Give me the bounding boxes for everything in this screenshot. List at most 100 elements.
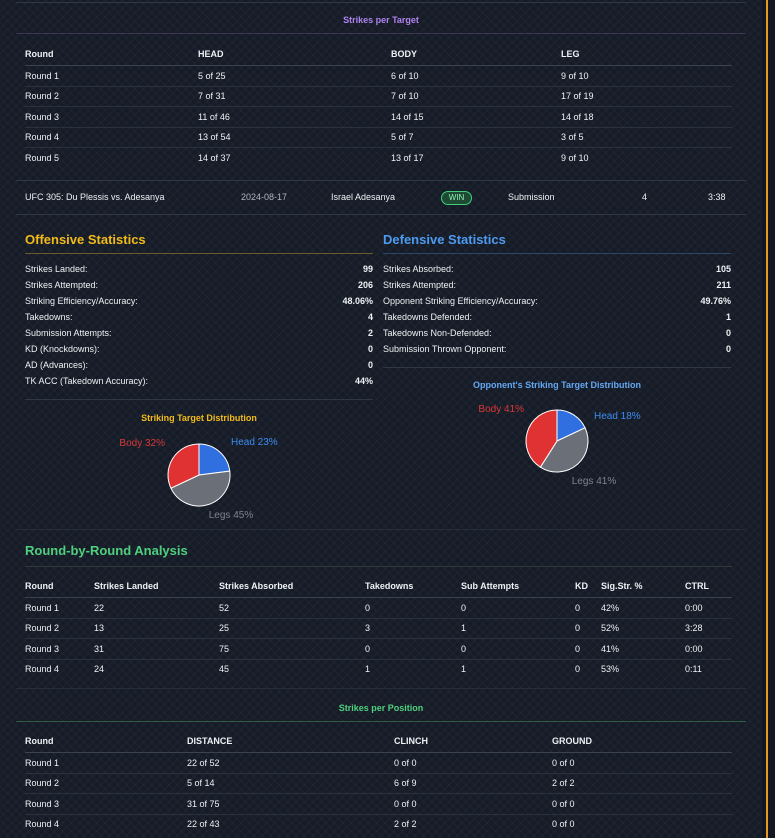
cell: 9 of 10 — [561, 70, 589, 81]
stat-strikes-attempted: Strikes Attempted: 206 — [25, 280, 373, 290]
stat-value: 105 — [715, 264, 731, 274]
col-header-sig-str: Sig.Str. % — [601, 581, 643, 591]
stat-value: 206 — [357, 280, 373, 290]
cell: 0 of 0 — [552, 813, 732, 834]
cell: 0 — [365, 602, 371, 613]
cell: 41% — [601, 638, 685, 659]
cell: 0 — [575, 602, 581, 613]
stat-strikes-landed: Strikes Landed: 99 — [25, 264, 373, 274]
stat-opp-accuracy: Opponent Striking Efficiency/Accuracy: 49… — [383, 296, 731, 306]
pie-label-body: Body 41% — [478, 404, 524, 415]
fight-opponent: Israel Adesanya — [331, 192, 396, 202]
stat-strikes-absorbed: Strikes Absorbed: 105 — [383, 264, 731, 274]
col-header-clinch: CLINCH — [394, 736, 428, 746]
fight-date: 2024-08-17 — [241, 192, 288, 202]
stat-takedowns: Takedowns: 4 — [25, 312, 373, 322]
cell: 1 — [365, 658, 461, 679]
strikes-per-target-table: Round HEAD BODY LEG Round 1 5 of 25 6 of… — [25, 43, 732, 168]
stat-value: 0 — [367, 360, 373, 370]
cell: 22 of 52 — [187, 757, 220, 768]
cell: 0 — [461, 602, 467, 613]
col-header-strikes-absorbed: Strikes Absorbed — [219, 581, 294, 591]
col-header-ground: GROUND — [552, 736, 592, 746]
col-header-head: HEAD — [198, 49, 224, 59]
table-header-row: Round HEAD BODY LEG — [25, 43, 732, 66]
scrollbar-track[interactable] — [762, 0, 775, 838]
table-row: Round 3 11 of 46 14 of 15 14 of 18 — [25, 106, 732, 127]
cell: 0 — [365, 638, 461, 659]
table-row: Round 2 5 of 14 6 of 9 2 of 2 — [25, 772, 732, 794]
cell: 6 of 9 — [394, 772, 552, 794]
cell: Round 2 — [25, 772, 187, 794]
fight-event: UFC 305: Du Plessis vs. Adesanya — [25, 192, 165, 202]
stat-label: Strikes Absorbed: — [383, 264, 454, 274]
position-divider — [16, 688, 746, 689]
table-row: Round 2 13 25 3 1 0 52% 3:28 — [25, 617, 732, 639]
cell: 14 of 15 — [391, 106, 561, 127]
cell: Round 4 — [25, 658, 94, 679]
stat-takedown-accuracy: TK ACC (Takedown Accuracy): 44% — [25, 376, 373, 386]
table-row: Round 3 31 75 0 0 0 41% 0:00 — [25, 638, 732, 659]
cell: Round 3 — [25, 106, 198, 127]
col-header-kd: KD — [575, 581, 588, 591]
defensive-chart-title: Opponent's Striking Target Distribution — [473, 380, 641, 390]
stat-takedowns-non-defended: Takedowns Non-Defended: 0 — [383, 328, 731, 338]
cell: 9 of 10 — [561, 147, 732, 168]
fight-time: 3:38 — [708, 192, 726, 202]
cell: 5 of 25 — [198, 70, 226, 81]
cell: 5 of 14 — [187, 772, 394, 794]
stat-submission-thrown: Submission Thrown Opponent: 0 — [383, 344, 731, 354]
fight-round: 4 — [642, 192, 648, 202]
cell: Round 1 — [25, 757, 60, 768]
cell: 25 — [219, 617, 365, 639]
strikes-per-target-divider — [16, 33, 746, 34]
pie-slice-body — [167, 443, 200, 489]
pie-slice-legs — [539, 427, 589, 473]
stat-knockdowns: KD (Knockdowns): 0 — [25, 344, 373, 354]
cell: 52% — [601, 617, 685, 639]
cell: Round 4 — [25, 126, 198, 148]
stat-value: 0 — [725, 328, 731, 338]
stat-label: Submission Attempts: — [25, 328, 112, 338]
table-header-row: Round Strikes Landed Strikes Absorbed Ta… — [25, 575, 732, 598]
pie-slice-head — [198, 443, 231, 476]
fight-summary-row[interactable]: UFC 305: Du Plessis vs. Adesanya 2024-08… — [0, 190, 762, 206]
strikes-per-target-title: Strikes per Target — [343, 15, 419, 25]
stat-advances: AD (Advances): 0 — [25, 360, 373, 370]
table-row: Round 5 14 of 37 13 of 17 9 of 10 — [25, 147, 732, 168]
col-header-sub-attempts: Sub Attempts — [461, 581, 520, 591]
cell: 0 — [575, 638, 601, 659]
cell: 7 of 10 — [391, 85, 561, 107]
cell: 22 — [94, 602, 105, 613]
round-analysis-underline — [25, 566, 732, 567]
stat-value: 99 — [362, 264, 373, 274]
cell: 6 of 10 — [391, 70, 419, 81]
stat-value: 49.76% — [700, 296, 731, 306]
stat-striking-accuracy: Striking Efficiency/Accuracy: 48.06% — [25, 296, 373, 306]
stat-submission-attempts: Submission Attempts: 2 — [25, 328, 373, 338]
cell: 0:11 — [685, 658, 732, 679]
offensive-chart-title: Striking Target Distribution — [141, 413, 257, 423]
col-header-round: Round — [25, 581, 54, 591]
stat-label: Submission Thrown Opponent: — [383, 344, 507, 354]
cell: 0:00 — [685, 602, 703, 613]
table-row: Round 4 13 of 54 5 of 7 3 of 5 — [25, 126, 732, 148]
round-analysis-divider — [16, 529, 746, 530]
cell: 0 of 0 — [394, 793, 552, 814]
cell: 13 of 54 — [198, 126, 391, 148]
strikes-per-position-table: Round DISTANCE CLINCH GROUND Round 1 22 … — [25, 730, 732, 834]
col-header-round: Round — [25, 736, 54, 746]
cell: 3 of 5 — [561, 126, 732, 148]
round-analysis-table: Round Strikes Landed Strikes Absorbed Ta… — [25, 575, 732, 679]
table-row: Round 3 31 of 75 0 of 0 0 of 0 — [25, 793, 732, 814]
stat-label: Strikes Attempted: — [383, 280, 457, 290]
cell: 11 of 46 — [198, 106, 391, 127]
fight-row-divider-bottom — [16, 214, 746, 215]
col-header-takedowns: Takedowns — [365, 581, 414, 591]
cell: 31 — [94, 638, 219, 659]
cell: 3 — [365, 617, 461, 639]
pie-slice-legs — [170, 470, 231, 507]
stat-value: 0 — [367, 344, 373, 354]
cell: 53% — [601, 658, 685, 679]
stat-value: 4 — [367, 312, 373, 322]
